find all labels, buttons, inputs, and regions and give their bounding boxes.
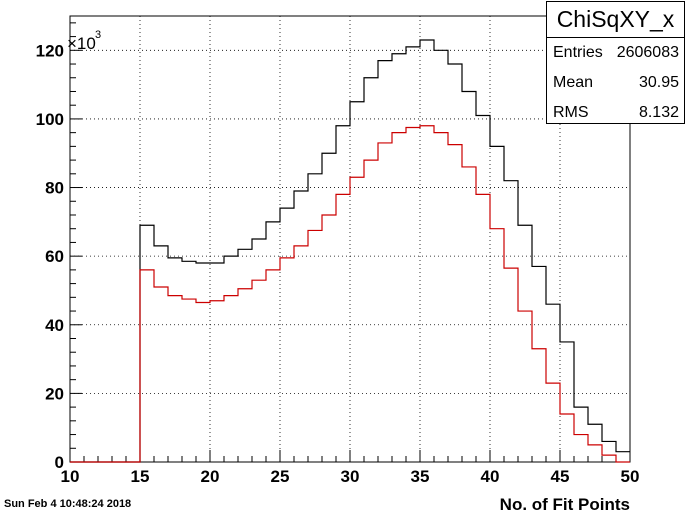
x-tick-label: 45 bbox=[551, 467, 570, 486]
stats-rms-label: RMS bbox=[553, 104, 589, 121]
y-tick-label: 40 bbox=[45, 316, 64, 335]
footer-date: Sun Feb 4 10:48:24 2018 bbox=[4, 498, 132, 510]
y-tick-label: 80 bbox=[45, 179, 64, 198]
x-tick-label: 25 bbox=[271, 467, 290, 486]
stats-entries-label: Entries bbox=[553, 44, 603, 61]
y-tick-label: 0 bbox=[55, 453, 64, 472]
stats-title: ChiSqXY_x bbox=[547, 2, 684, 38]
x-tick-label: 30 bbox=[341, 467, 360, 486]
stats-entries-value: 2606083 bbox=[616, 44, 679, 61]
y-tick-label: 120 bbox=[36, 41, 64, 60]
x-tick-label: 50 bbox=[621, 467, 640, 486]
stats-rms-value: 8.132 bbox=[638, 104, 679, 121]
stats-mean-value: 30.95 bbox=[638, 74, 679, 91]
x-tick-label: 35 bbox=[411, 467, 430, 486]
y-tick-label: 60 bbox=[45, 247, 64, 266]
x-tick-label: 20 bbox=[201, 467, 220, 486]
x-axis-title: No. of Fit Points bbox=[500, 495, 630, 514]
stats-mean-row: Mean 30.95 bbox=[547, 68, 684, 98]
y-multiplier-label: ×10 bbox=[67, 34, 96, 53]
stats-mean-label: Mean bbox=[553, 74, 594, 91]
y-multiplier-exponent: 3 bbox=[95, 29, 101, 41]
histogram-series-2 bbox=[70, 125, 630, 463]
x-tick-label: 15 bbox=[131, 467, 150, 486]
y-tick-label: 100 bbox=[36, 110, 64, 129]
stats-rms-row: RMS 8.132 bbox=[547, 98, 684, 128]
x-tick-label: 10 bbox=[61, 467, 80, 486]
histogram-series-1 bbox=[70, 39, 630, 463]
x-tick-label: 40 bbox=[481, 467, 500, 486]
y-tick-label: 20 bbox=[45, 384, 64, 403]
stats-box: ChiSqXY_x Entries 2606083 Mean 30.95 RMS… bbox=[546, 1, 685, 124]
stats-entries-row: Entries 2606083 bbox=[547, 38, 684, 68]
